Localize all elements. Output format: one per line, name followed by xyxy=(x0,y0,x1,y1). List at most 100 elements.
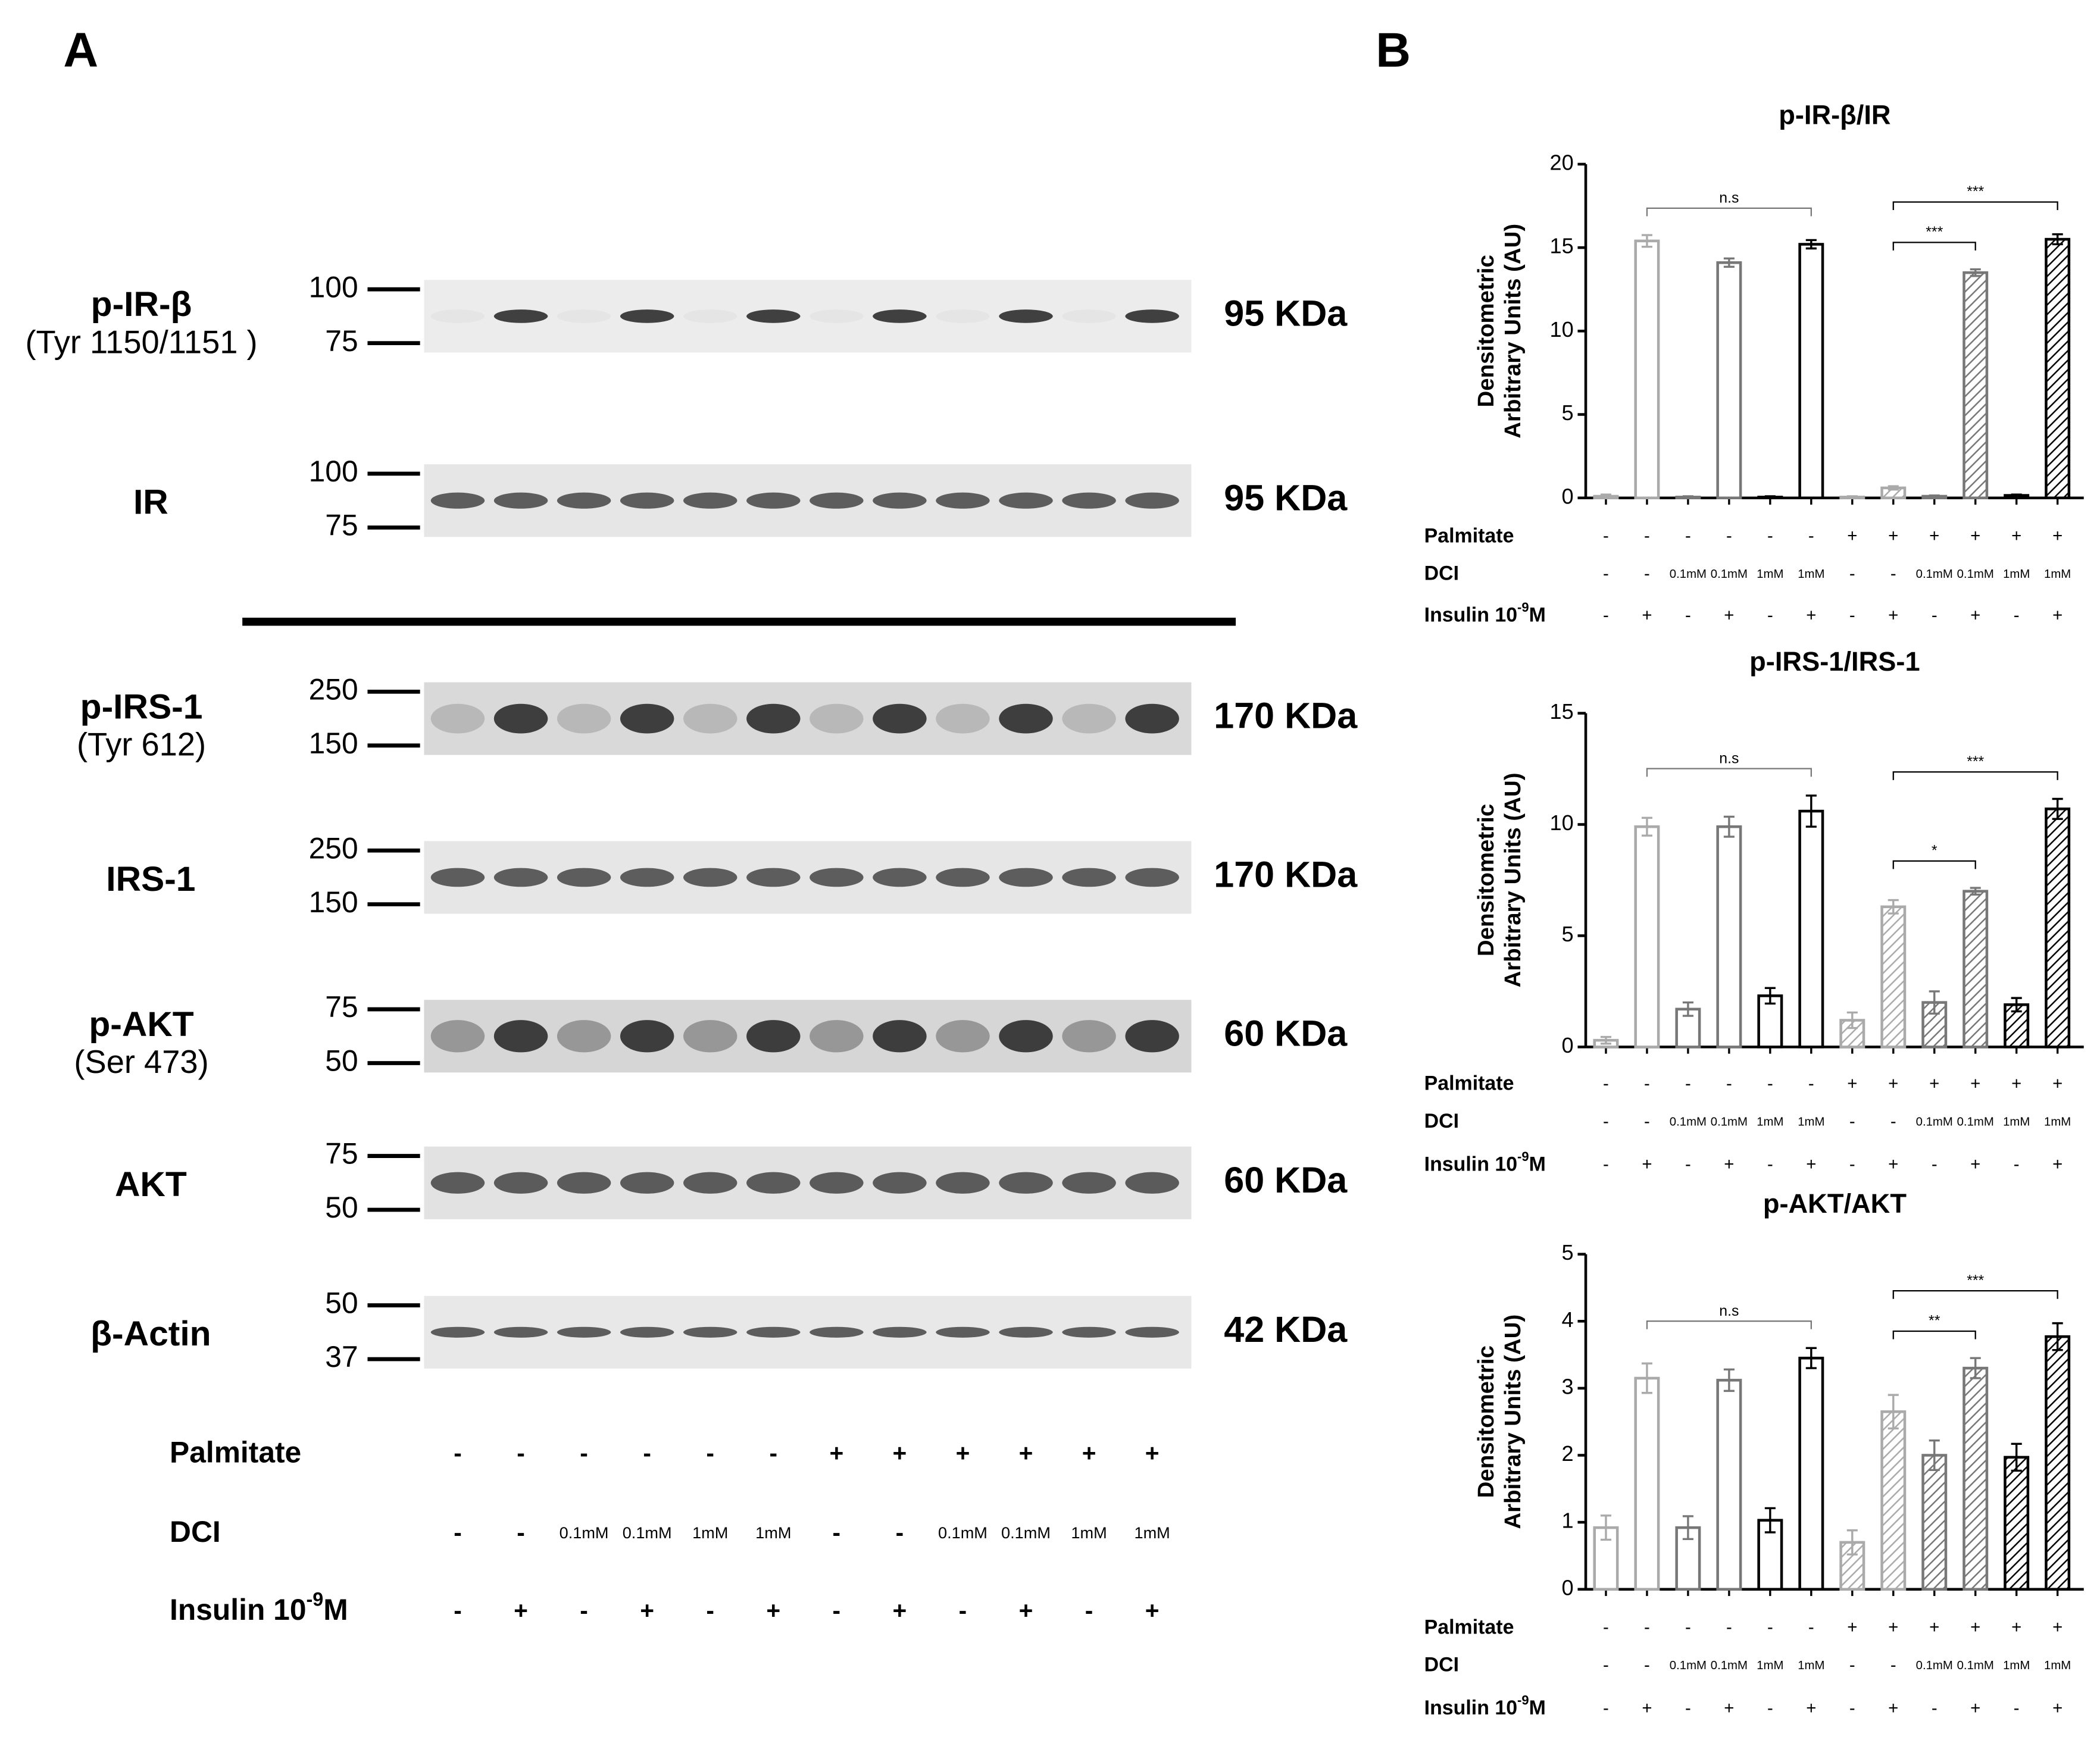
blot-label: β-Actin xyxy=(90,1315,211,1353)
blot-band xyxy=(873,868,927,887)
blot-band xyxy=(1062,492,1116,509)
bar xyxy=(1634,239,1660,499)
condition-value: - xyxy=(1767,1074,1773,1093)
condition-value: - xyxy=(1767,1698,1773,1718)
blot-band xyxy=(810,868,864,887)
error-bar xyxy=(2052,233,2063,246)
blot-strip xyxy=(424,1000,1192,1073)
condition-value: 1mM xyxy=(755,1523,791,1542)
blot-band xyxy=(746,1326,801,1338)
condition-value: - xyxy=(1603,1074,1609,1093)
condition-value: + xyxy=(1847,1617,1857,1637)
condition-value: 0.1mM xyxy=(1711,1115,1748,1128)
blot-band xyxy=(936,1020,990,1053)
condition-value: + xyxy=(1888,1154,1898,1174)
significance-label: n.s xyxy=(1719,750,1739,766)
condition-value: - xyxy=(1085,1597,1093,1624)
blot-band xyxy=(873,492,927,509)
condition-value: + xyxy=(1888,605,1898,625)
condition-value: + xyxy=(2052,526,2062,546)
blot-band xyxy=(620,1020,674,1053)
blot-band xyxy=(1062,703,1116,734)
bar xyxy=(1962,271,1989,499)
row-label: DCI xyxy=(1424,1654,1459,1676)
condition-value: + xyxy=(829,1439,843,1466)
row-label: Palmitate xyxy=(1424,1616,1514,1638)
y-axis-label: Densitometric Arbitrary Units (AU) xyxy=(1473,772,1526,987)
error-bar xyxy=(1682,1515,1693,1540)
condition-value: - xyxy=(1890,1655,1896,1675)
condition-value: - xyxy=(1808,1074,1814,1093)
condition-value: - xyxy=(1932,605,1938,625)
marker-label: 75 xyxy=(325,1137,358,1171)
condition-value: - xyxy=(1890,564,1896,583)
blot-band xyxy=(873,1172,927,1194)
significance-bracket xyxy=(1892,1330,1976,1340)
blot-band xyxy=(493,868,548,887)
error-bar xyxy=(2011,997,2022,1013)
y-tick-label: 0 xyxy=(1562,484,1574,508)
bar xyxy=(1880,1410,1907,1591)
blot-sublabel: (Tyr 612) xyxy=(77,726,206,762)
blot-band xyxy=(430,868,485,887)
row-label: DCI xyxy=(1424,562,1459,585)
condition-value: - xyxy=(1603,526,1609,546)
error-bar xyxy=(1888,1394,1899,1430)
y-tick-label: 15 xyxy=(1549,699,1573,724)
blot-sublabel: (Ser 473) xyxy=(74,1044,208,1080)
significance-bracket xyxy=(1646,207,1812,217)
chart-title: p-IR-β/IR xyxy=(1779,100,1890,130)
marker-label: 250 xyxy=(309,831,358,865)
condition-value: - xyxy=(454,1519,462,1546)
blot-band xyxy=(430,492,485,509)
blot-band xyxy=(620,492,674,509)
label-unit: M xyxy=(1529,1153,1546,1175)
condition-value: + xyxy=(1724,1154,1734,1174)
blot-label: IRS-1 xyxy=(106,860,195,899)
label-unit: M xyxy=(1529,1697,1546,1719)
blot-band xyxy=(810,1172,864,1194)
y-tick-label: 1 xyxy=(1562,1509,1574,1533)
condition-value: + xyxy=(514,1597,528,1624)
condition-value: - xyxy=(1685,1617,1691,1637)
error-bar xyxy=(1764,1507,1776,1534)
condition-value: - xyxy=(1644,1655,1650,1675)
blot-band xyxy=(1125,1020,1179,1053)
condition-value: + xyxy=(1929,526,1939,546)
bar xyxy=(1921,1454,1948,1591)
blot-band xyxy=(873,703,927,734)
condition-value: + xyxy=(1888,1617,1898,1637)
blot-band xyxy=(1062,309,1115,323)
blot-band xyxy=(936,1326,990,1338)
error-bar xyxy=(2052,1322,2063,1351)
blot-band xyxy=(999,492,1053,509)
blot-band xyxy=(620,703,674,734)
bar xyxy=(1798,1356,1824,1591)
condition-value: - xyxy=(1685,1074,1691,1093)
error-bar xyxy=(1764,987,1776,1005)
error-bar xyxy=(1846,495,1858,499)
condition-value: + xyxy=(1019,1439,1033,1466)
error-bar xyxy=(1929,1439,1940,1471)
blot-band xyxy=(1062,1020,1116,1053)
blot-band xyxy=(620,1172,674,1194)
condition-value: - xyxy=(1644,526,1650,546)
error-bar xyxy=(1970,887,1981,896)
bar xyxy=(2045,1335,2071,1591)
condition-value: 0.1mM xyxy=(938,1523,988,1542)
blot-band xyxy=(493,1326,548,1338)
condition-value: + xyxy=(1888,526,1898,546)
marker-label: 75 xyxy=(325,324,358,358)
condition-value: - xyxy=(833,1597,841,1624)
condition-value: - xyxy=(1767,1154,1773,1174)
row-label: Insulin 10-9M xyxy=(1424,1149,1546,1176)
blot-band xyxy=(683,309,737,323)
condition-value: 0.1mM xyxy=(1711,1659,1748,1672)
condition-value: - xyxy=(517,1519,525,1546)
condition-value: + xyxy=(1888,1074,1898,1093)
blot-band xyxy=(746,1020,801,1053)
condition-value: 0.1mM xyxy=(623,1523,672,1542)
blot-band xyxy=(430,1326,485,1338)
blot-strip xyxy=(424,682,1192,755)
